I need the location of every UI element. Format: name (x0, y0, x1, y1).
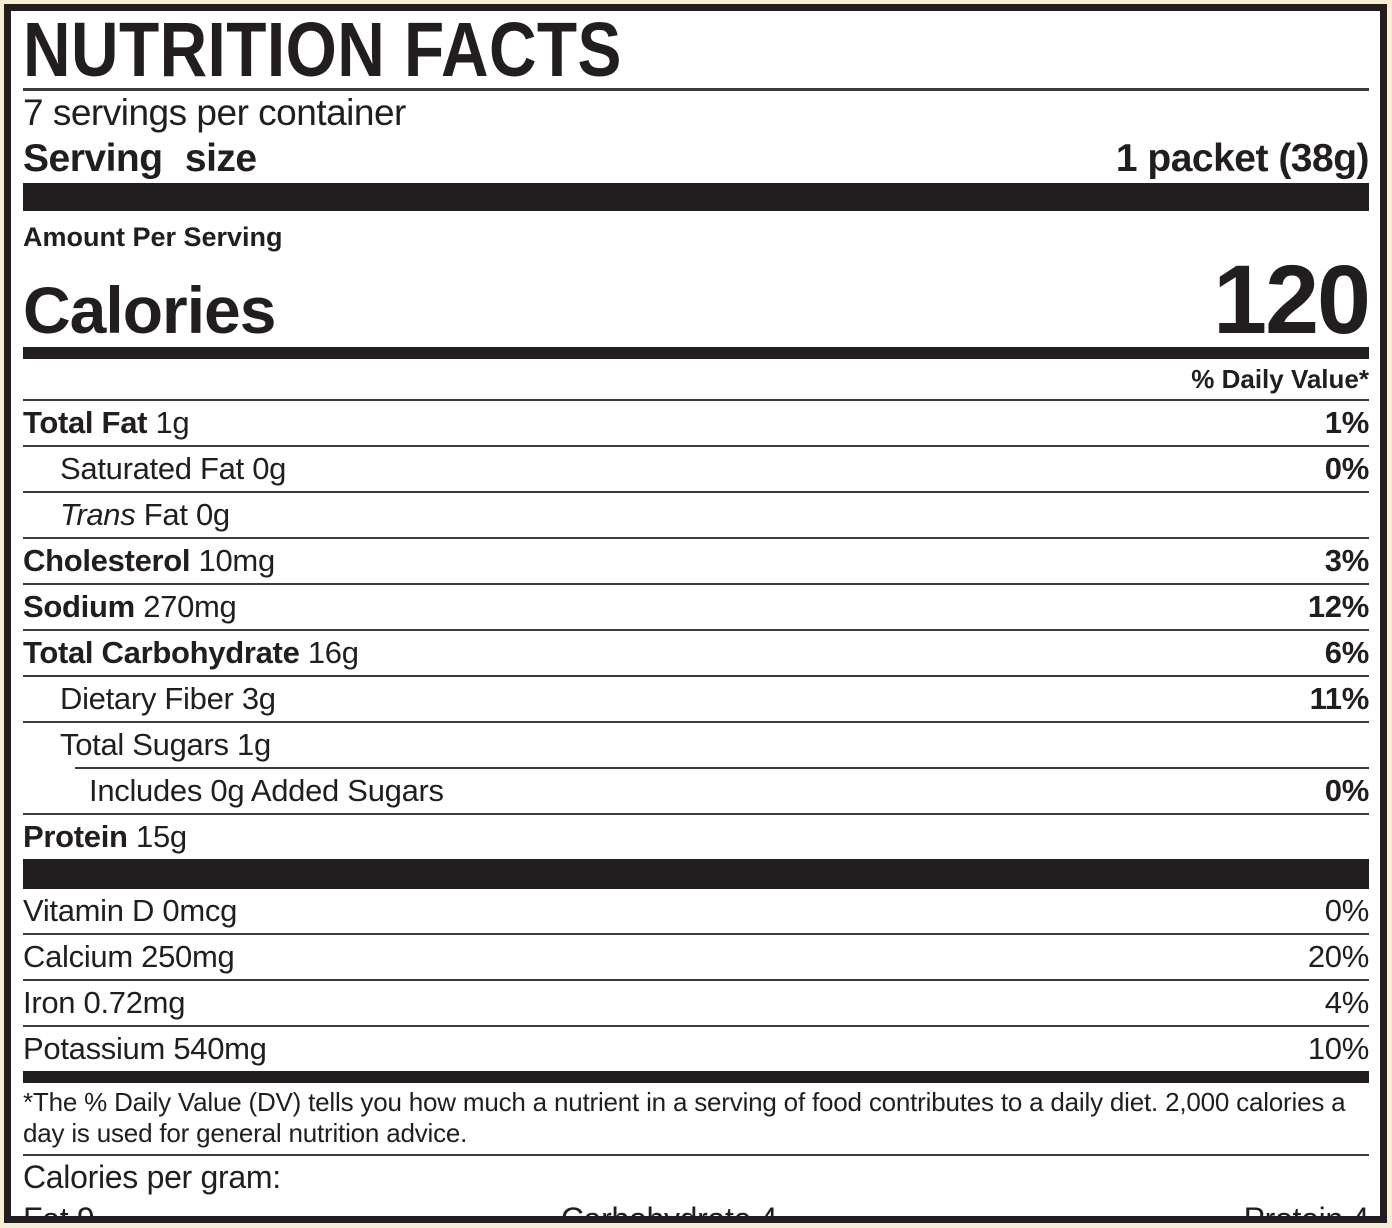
footnote: *The % Daily Value (DV) tells you how mu… (23, 1087, 1346, 1148)
nutrient-dv: 12% (1307, 589, 1369, 624)
vitamin-dv: 10% (1307, 1031, 1369, 1066)
vitamin-name: Iron 0.72mg (23, 985, 186, 1020)
nutrient-dv: 0% (1324, 773, 1370, 808)
nutrient-name: Cholesterol 10mg (23, 543, 275, 578)
nutrient-row-sodium: Sodium 270mg 12% (23, 585, 1369, 629)
nutrient-dv: 11% (1309, 681, 1370, 716)
bullet-separator: • (1005, 1203, 1015, 1223)
servings-per-container: 7 servings per container (23, 92, 406, 133)
section-bar-thick (23, 183, 1369, 211)
amount-per-serving-label: Amount Per Serving (23, 222, 283, 252)
vitamin-name: Vitamin D 0mcg (23, 893, 238, 928)
serving-size-label: Serving size (23, 137, 257, 180)
label-header: NUTRITION FACTS (23, 7, 1369, 93)
vitamin-dv: 0% (1324, 893, 1370, 928)
divider (23, 675, 1369, 677)
vitamin-name: Potassium 540mg (23, 1031, 267, 1066)
calories-value: 120 (1213, 245, 1371, 354)
divider (23, 491, 1369, 493)
daily-value-header: % Daily Value* (1191, 363, 1369, 394)
vitamin-row-potassium: Potassium 540mg 10% (23, 1027, 1369, 1071)
calories-per-gram-row: Fat 9 • Carbohydrate 4 • Protein 4 (23, 1198, 1370, 1223)
divider (23, 1025, 1369, 1027)
vitamin-dv: 20% (1307, 939, 1369, 974)
nutrient-name: Protein 15g (23, 819, 187, 854)
nutrient-row-total-carbohydrate: Total Carbohydrate 16g 6% (23, 631, 1369, 675)
cpg-carbohydrate: Carbohydrate 4 (560, 1200, 778, 1223)
divider (23, 399, 1369, 401)
nutrient-row-total-fat: Total Fat 1g 1% (23, 401, 1369, 445)
section-bar-medium (23, 1071, 1369, 1083)
divider (23, 445, 1369, 447)
nutrient-dv: 1% (1324, 405, 1370, 440)
nutrient-name: Total Fat 1g (23, 405, 190, 440)
nutrient-dv: 0% (1324, 451, 1370, 486)
serving-size-value: 1 packet (38g) (1115, 137, 1370, 180)
nutrient-row-total-sugars: Total Sugars 1g (23, 723, 1369, 767)
nutrient-name: Total Sugars 1g (60, 727, 271, 762)
nutrient-name: Trans Fat 0g (60, 497, 230, 532)
nutrient-dv: 3% (1324, 543, 1370, 578)
vitamin-dv: 4% (1324, 985, 1370, 1020)
nutrient-name: Sodium 270mg (23, 589, 237, 624)
divider (75, 767, 1369, 769)
section-bar-thick (23, 859, 1369, 889)
nutrient-row-added-sugars: Includes 0g Added Sugars 0% (23, 769, 1369, 813)
divider (23, 979, 1369, 981)
divider (23, 813, 1369, 815)
vitamin-row-iron: Iron 0.72mg 4% (23, 981, 1369, 1025)
calories-per-gram-label: Calories per gram: (23, 1159, 281, 1195)
serving-size-row: Serving size 1 packet (38g) (23, 135, 1370, 183)
divider (23, 1154, 1369, 1156)
nutrient-row-trans-fat: Trans Fat 0g (23, 493, 1369, 537)
nutrient-name: Total Carbohydrate 16g (23, 635, 359, 670)
nutrition-facts-label: NUTRITION FACTS 7 servings per container… (4, 4, 1387, 1223)
divider (23, 721, 1369, 723)
section-bar-medium (23, 347, 1369, 359)
nutrient-name: Saturated Fat 0g (60, 451, 287, 486)
nutrient-row-dietary-fiber: Dietary Fiber 3g 11% (23, 677, 1369, 721)
nutrient-row-protein: Protein 15g (23, 815, 1369, 859)
nutrient-dv: 6% (1324, 635, 1370, 670)
nutrient-name: Dietary Fiber 3g (60, 681, 276, 716)
nutrient-row-cholesterol: Cholesterol 10mg 3% (23, 539, 1369, 583)
divider (23, 537, 1369, 539)
bullet-separator: • (323, 1203, 333, 1223)
nutrient-row-saturated-fat: Saturated Fat 0g 0% (23, 447, 1369, 491)
divider (23, 583, 1369, 585)
divider (23, 629, 1369, 631)
nutrient-name: Includes 0g Added Sugars (89, 773, 444, 808)
cpg-protein: Protein 4 (1243, 1200, 1370, 1223)
cpg-fat: Fat 9 (23, 1200, 95, 1223)
divider (23, 933, 1369, 935)
calories-row: Calories 120 (23, 245, 1371, 354)
vitamin-row-calcium: Calcium 250mg 20% (23, 935, 1369, 979)
vitamin-name: Calcium 250mg (23, 939, 235, 974)
calories-label: Calories (23, 273, 276, 347)
page-title: NUTRITION FACTS (23, 7, 622, 93)
vitamin-row-vitamin-d: Vitamin D 0mcg 0% (23, 889, 1369, 933)
divider (23, 88, 1369, 91)
